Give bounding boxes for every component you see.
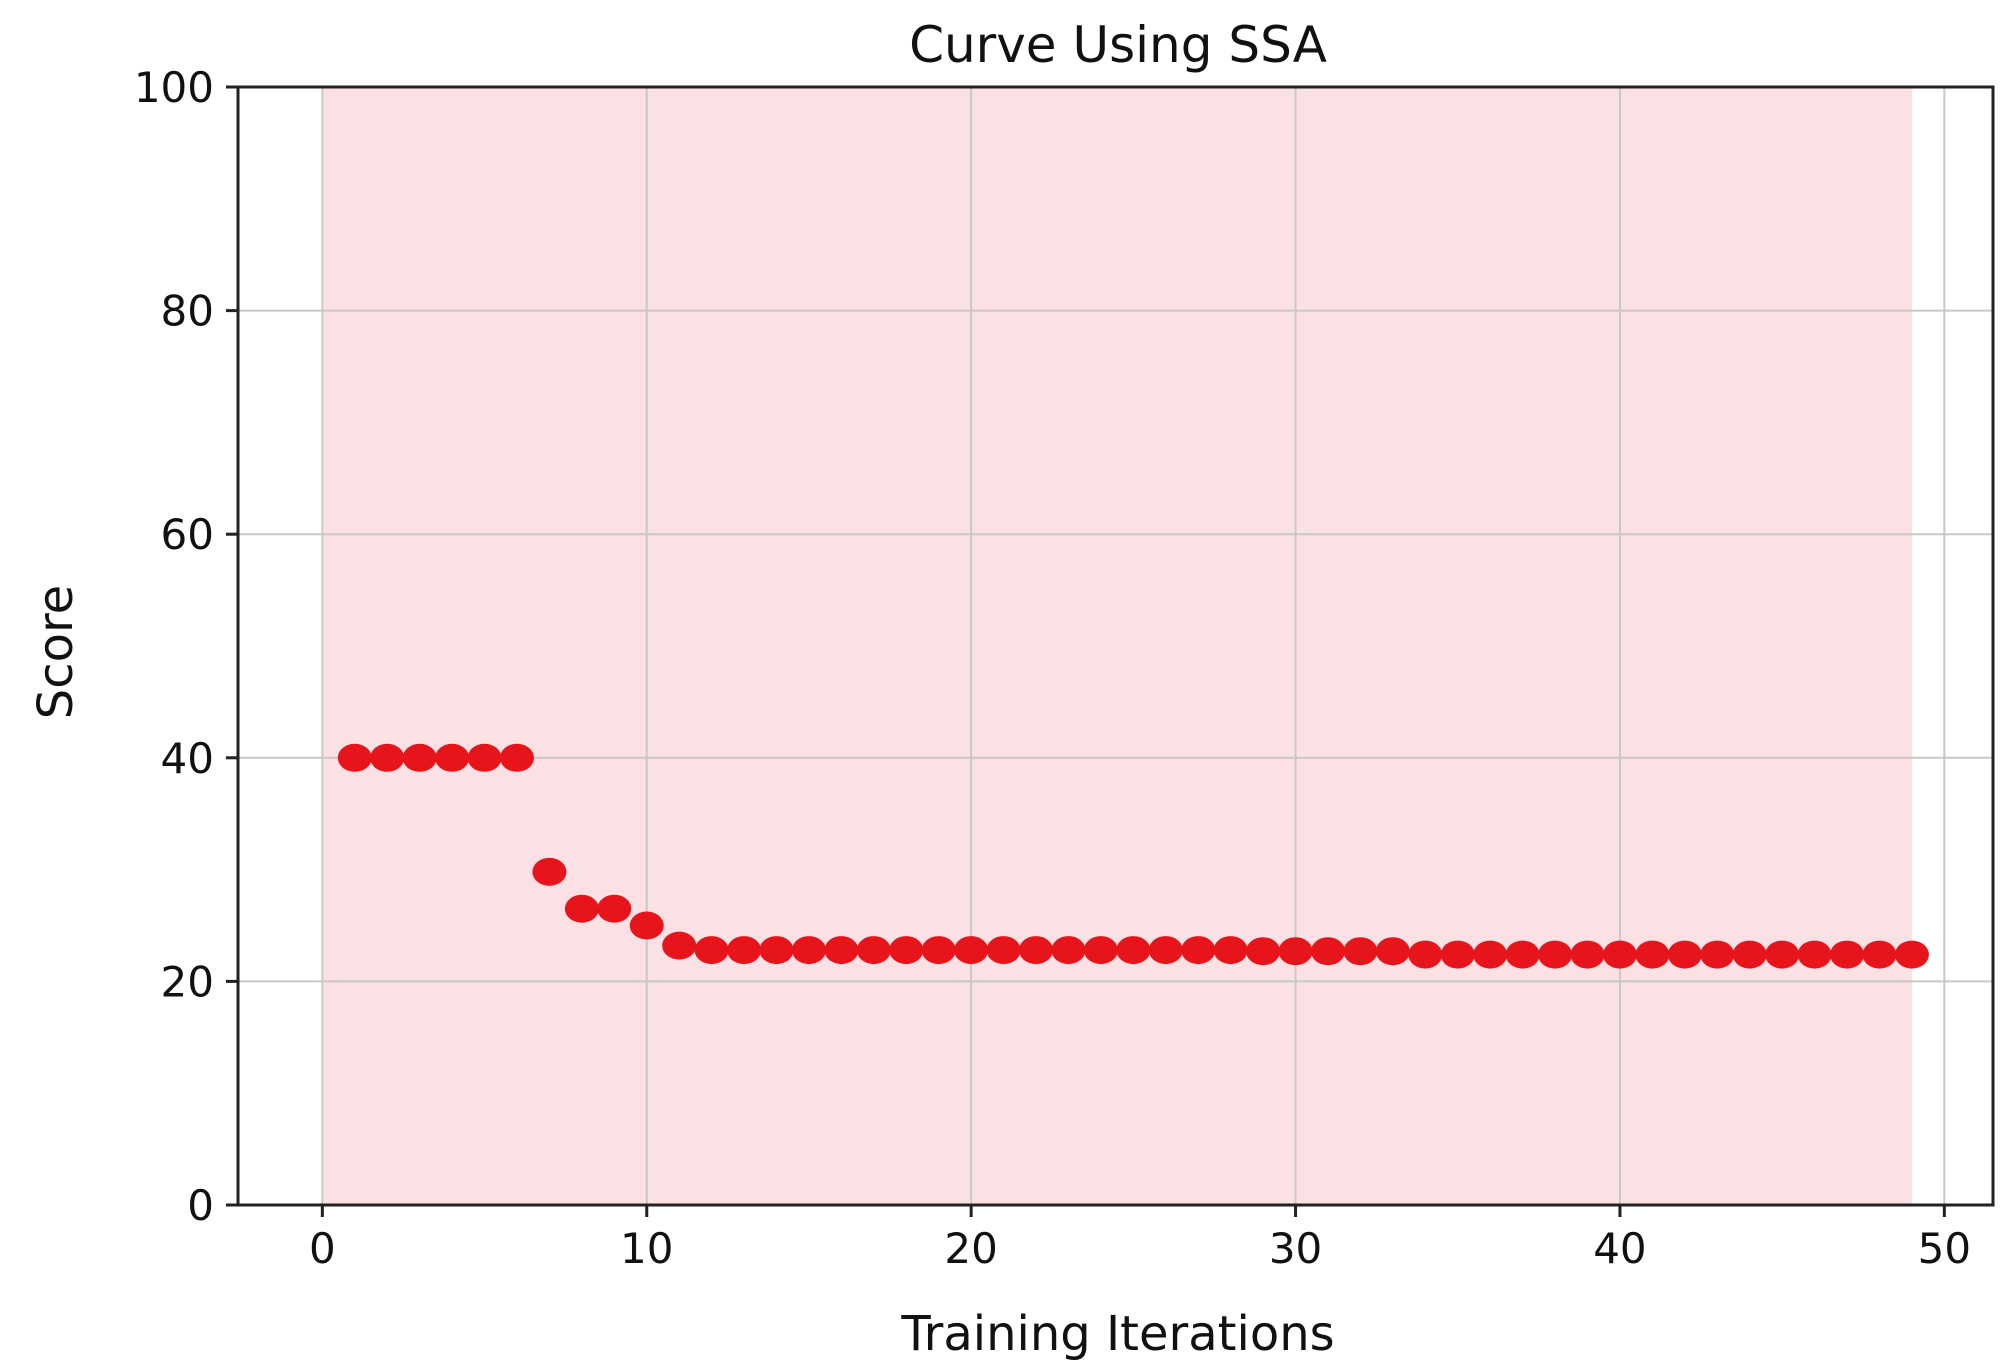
y-tick-label-3: 60 [161, 510, 214, 559]
data-point-0-11 [694, 936, 729, 965]
y-tick-label-1: 20 [161, 957, 214, 1006]
x-tick-label-0: 0 [309, 1224, 336, 1273]
y-tick-label-4: 80 [161, 287, 214, 336]
data-point-0-42 [1700, 940, 1735, 969]
data-point-0-29 [1278, 937, 1313, 966]
y-axis-label: Score [28, 585, 84, 719]
data-point-0-47 [1862, 940, 1897, 969]
data-point-0-1 [370, 743, 405, 772]
x-axis-label: Training Iterations [900, 1306, 1334, 1362]
x-tick-label-2: 20 [944, 1224, 997, 1273]
data-point-0-40 [1635, 940, 1670, 969]
data-point-0-43 [1732, 940, 1767, 969]
data-point-0-16 [856, 936, 891, 965]
data-point-0-19 [954, 936, 989, 965]
data-point-0-45 [1797, 940, 1832, 969]
plot-frame [236, 85, 1995, 1207]
data-point-0-37 [1538, 940, 1573, 969]
y-tick-label-0: 0 [187, 1181, 214, 1230]
data-point-0-8 [597, 894, 632, 923]
x-tick-label-5: 50 [1918, 1224, 1971, 1273]
data-point-0-12 [727, 936, 762, 965]
data-point-0-32 [1375, 937, 1410, 966]
data-point-0-28 [1246, 937, 1281, 966]
data-point-0-39 [1602, 940, 1637, 969]
data-point-0-26 [1181, 936, 1216, 965]
data-point-0-17 [889, 936, 924, 965]
x-tick-label-1: 10 [620, 1224, 673, 1273]
data-point-0-9 [629, 911, 664, 940]
data-point-0-18 [921, 936, 956, 965]
data-point-0-5 [499, 743, 534, 772]
data-point-0-7 [564, 894, 599, 923]
data-point-0-31 [1343, 937, 1378, 966]
data-point-0-27 [1213, 936, 1248, 965]
shaded-region [322, 87, 1912, 1205]
data-point-0-34 [1440, 940, 1475, 969]
data-point-0-15 [824, 936, 859, 965]
data-point-0-4 [467, 743, 502, 772]
data-point-0-21 [1019, 936, 1054, 965]
x-tick-label-4: 40 [1593, 1224, 1646, 1273]
data-point-0-3 [435, 743, 470, 772]
data-point-0-25 [1148, 936, 1183, 965]
data-point-0-48 [1894, 940, 1929, 969]
data-point-0-2 [402, 743, 437, 772]
data-point-0-6 [532, 857, 567, 886]
x-tick-label-3: 30 [1269, 1224, 1322, 1273]
data-point-0-41 [1667, 940, 1702, 969]
data-point-0-35 [1473, 940, 1508, 969]
data-point-0-20 [986, 936, 1021, 965]
data-point-0-10 [662, 931, 697, 960]
chart-title: Curve Using SSA [909, 16, 1327, 74]
data-point-0-36 [1505, 940, 1540, 969]
data-point-0-13 [759, 936, 794, 965]
data-point-0-46 [1830, 940, 1865, 969]
data-point-0-33 [1408, 940, 1443, 969]
data-point-0-24 [1116, 936, 1151, 965]
y-tick-label-2: 40 [161, 734, 214, 783]
data-point-0-30 [1310, 937, 1345, 966]
data-point-0-22 [1051, 936, 1086, 965]
data-point-0-23 [1083, 936, 1118, 965]
y-tick-label-5: 100 [134, 63, 214, 112]
data-point-0-38 [1570, 940, 1605, 969]
data-point-0-14 [791, 936, 826, 965]
data-point-0-44 [1765, 940, 1800, 969]
data-point-0-0 [337, 743, 372, 772]
